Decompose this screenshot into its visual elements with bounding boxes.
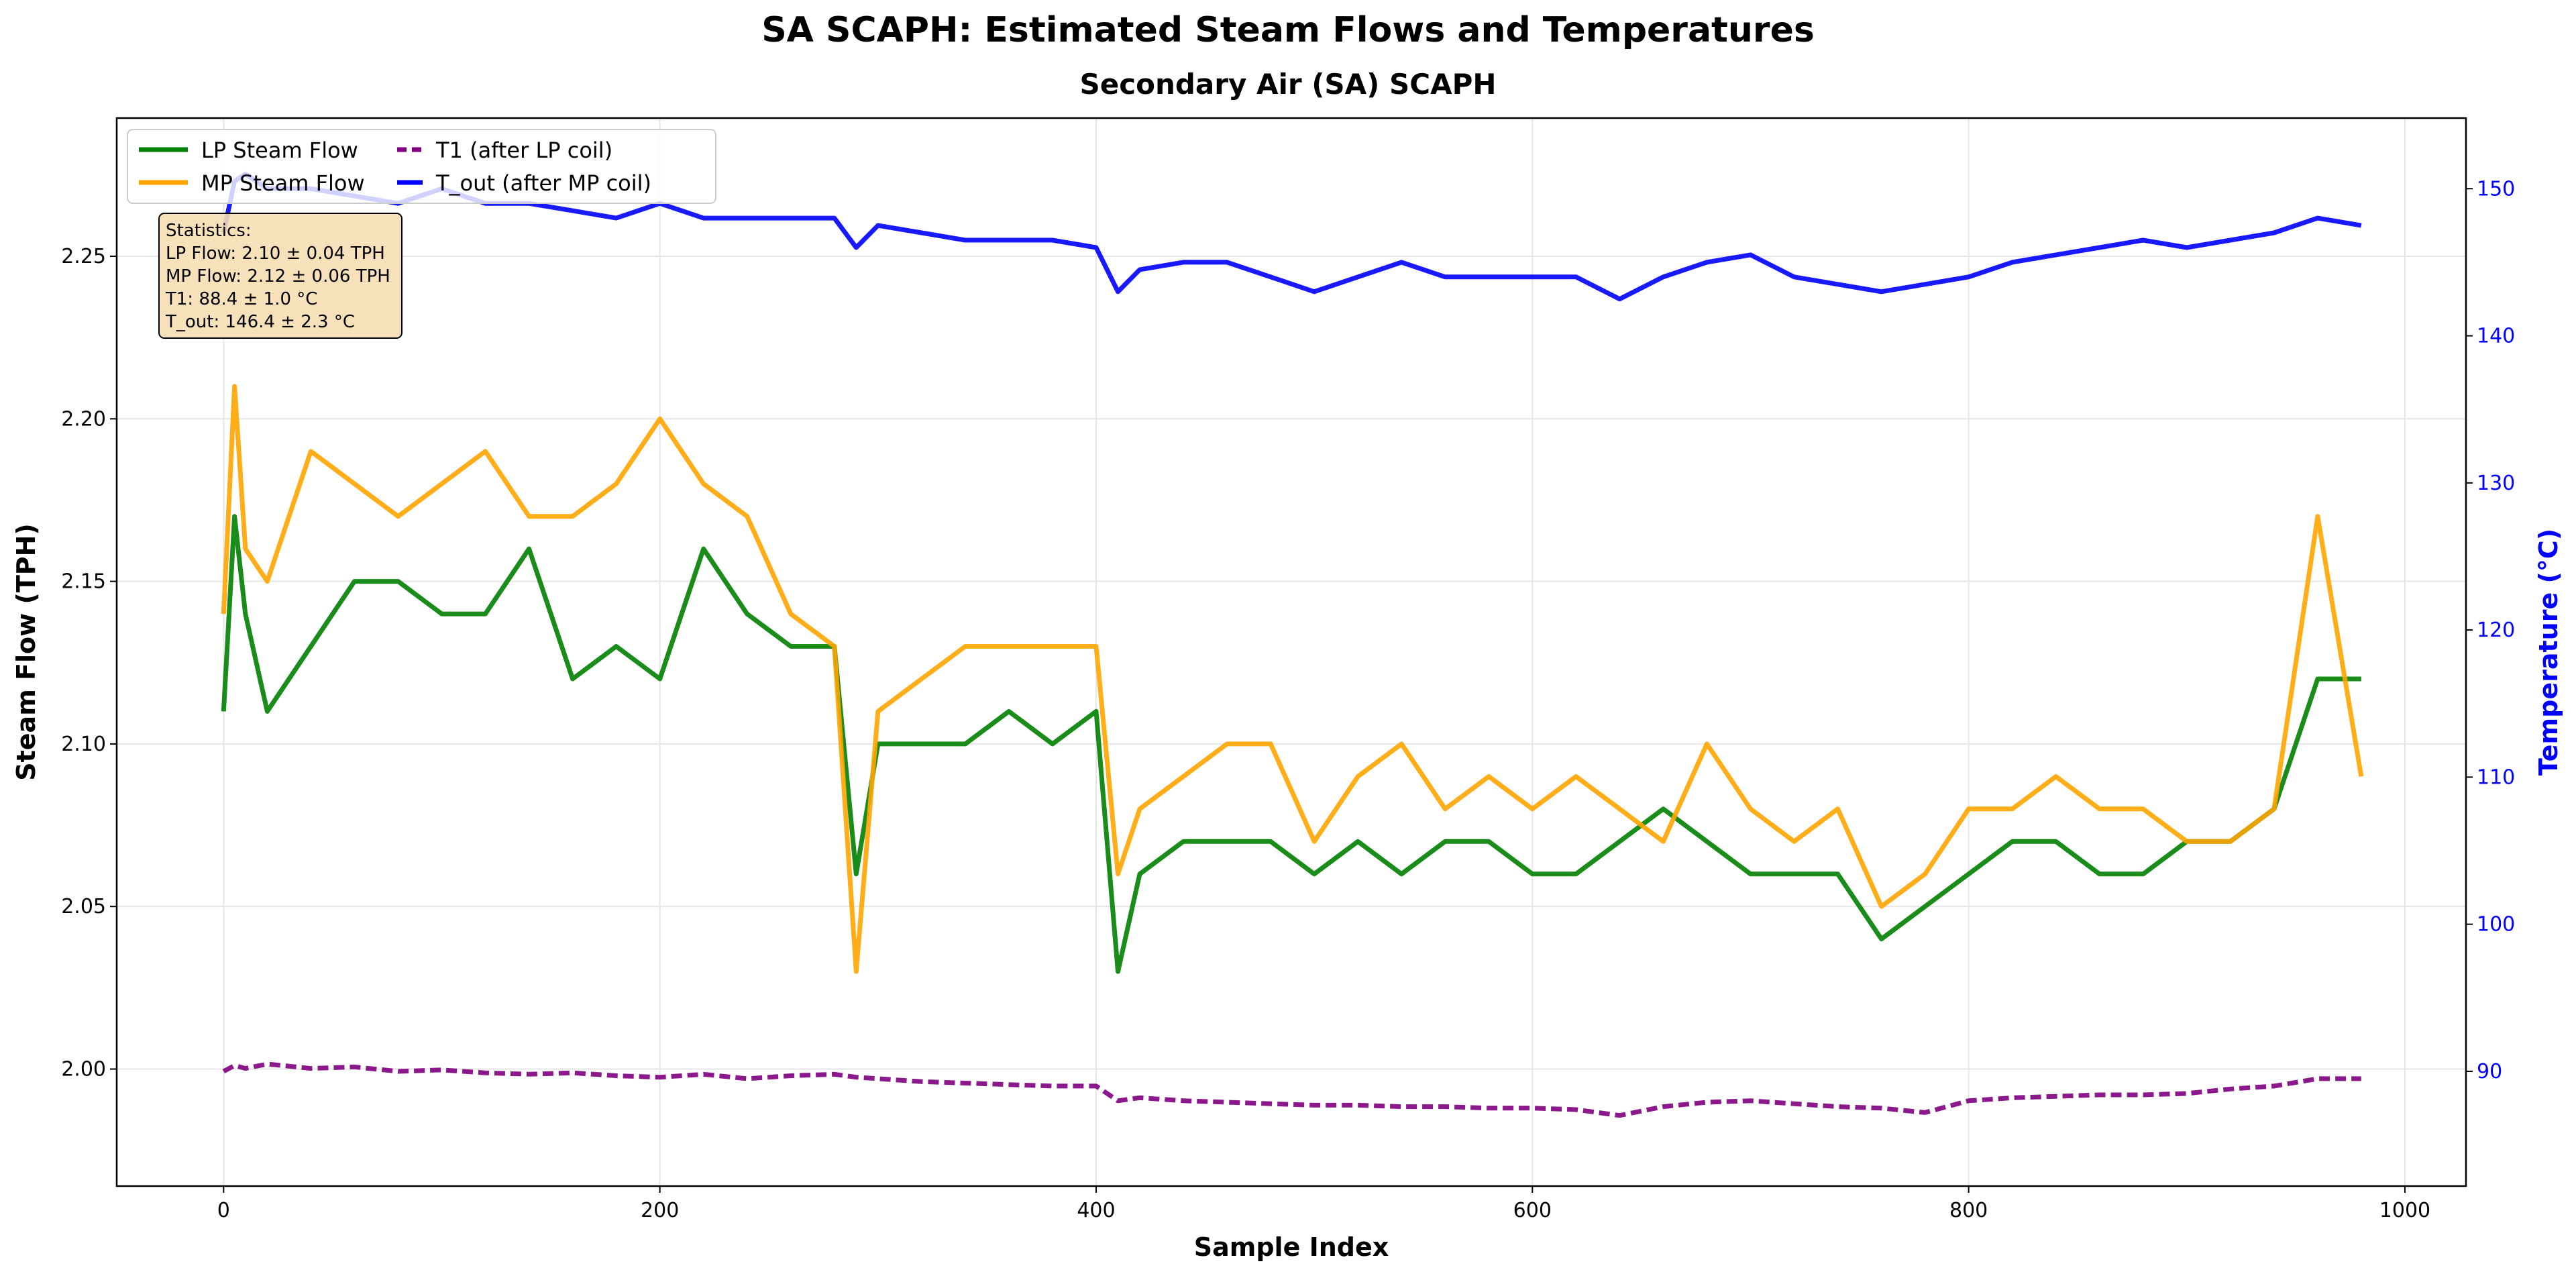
stats-title: Statistics: [166,221,252,241]
ticks: 0 200 400 600 800 1000 2.00 2.05 2.10 2.15 2.20 2.2… [61,177,2515,1222]
x-axis-label: Sample Index [1194,1232,1389,1262]
stats-box: Statistics: LP Flow: 2.10 ± 0.04 TPH MP … [158,213,402,339]
y-axis-label: Steam Flow (TPH) [11,523,41,781]
chart-title: SA SCAPH: Estimated Steam Flows and Temp… [761,10,1815,50]
stats-line: T_out: 146.4 ± 2.3 °C [165,312,355,332]
x-tick-label: 400 [1077,1199,1115,1222]
y2-tick-label: 100 [2477,913,2515,937]
chart-subtitle: Secondary Air (SA) SCAPH [1079,68,1496,101]
series-line-lp-steam-flow [221,514,2361,974]
y2-tick-label: 120 [2477,619,2515,642]
y-tick-label: 2.10 [61,733,106,756]
legend: LP Steam Flow MP Steam Flow T1 (after LP… [127,129,716,204]
legend-label-t1: T1 (after LP coil) [435,138,612,163]
x-tick-label: 0 [217,1199,230,1222]
y-tick-label: 2.00 [61,1058,106,1081]
legend-label-mp: MP Steam Flow [201,170,365,196]
y-tick-label: 2.15 [61,570,106,594]
y-tick-label: 2.20 [61,407,106,431]
y2-tick-label: 150 [2477,177,2515,201]
y2-tick-label: 90 [2477,1060,2502,1083]
stats-line: T1: 88.4 ± 1.0 °C [165,289,317,309]
plot-lines [221,171,2364,1118]
y2-tick-label: 110 [2477,765,2515,789]
legend-label-tout: T_out (after MP coil) [435,170,651,196]
x-tick-label: 800 [1949,1199,1988,1222]
x-tick-label: 200 [641,1199,679,1222]
grid [117,118,2466,1186]
series-line-mp-steam-flow [221,384,2364,974]
legend-label-lp: LP Steam Flow [201,138,358,163]
stats-line: MP Flow: 2.12 ± 0.06 TPH [166,266,390,286]
y2-tick-label: 130 [2477,472,2515,495]
x-tick-label: 600 [1513,1199,1552,1222]
x-tick-label: 1000 [2379,1199,2430,1222]
y-tick-label: 2.25 [61,245,106,268]
stats-line: LP Flow: 2.10 ± 0.04 TPH [166,244,385,264]
y2-tick-label: 140 [2477,325,2515,348]
y-tick-label: 2.05 [61,895,106,918]
plot-frame [115,117,2467,1187]
series-line-t1-after-lp-coil- [222,1061,2361,1118]
y2-axis-label: Temperature (°C) [2534,529,2563,776]
